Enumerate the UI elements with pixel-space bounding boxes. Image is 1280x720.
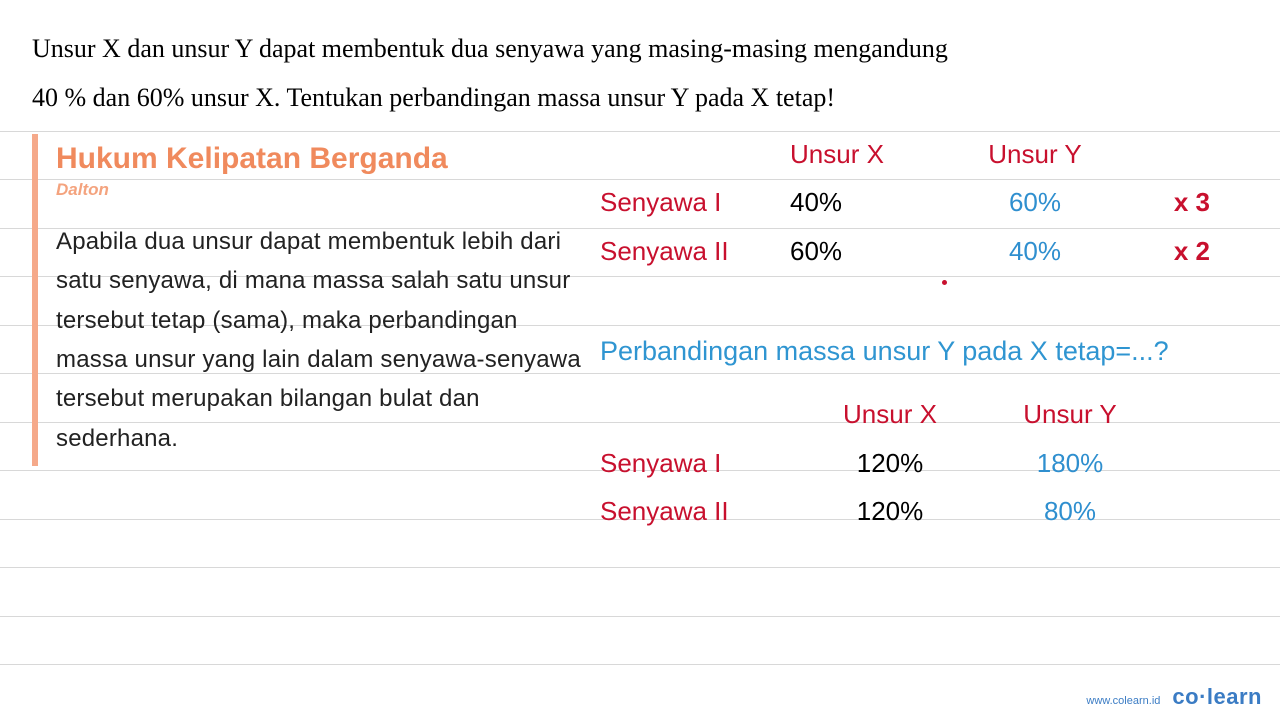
table1-r1-x: 40% [790,187,950,218]
table2-r2-y: 80% [980,496,1160,527]
table1-header: . Unsur X Unsur Y [600,130,1250,179]
table2-header: Unsur X Unsur Y [600,391,1250,440]
table1-r2-y: 40% [950,236,1120,267]
problem-line-2: 40 % dan 60% unsur X. Tentukan perbandin… [32,73,1248,122]
table1-head-y: Unsur Y [950,139,1120,170]
table2-r2-label: Senyawa II [600,496,800,527]
table1-row-1: Senyawa I 40% 60% x 3 [600,179,1250,228]
table1-r2-x: 60% [790,236,950,267]
calculation-area: . Unsur X Unsur Y Senyawa I 40% 60% x 3 … [600,130,1250,536]
table2-r1-y: 180% [980,448,1160,479]
table1-r2-label: Senyawa II [600,236,790,267]
law-subtitle: Dalton [56,180,592,200]
table2-row-2: Senyawa II 120% 80% [600,488,1250,537]
table1-row-2: Senyawa II 60% 40% x 2 [600,227,1250,276]
footer-url: www.colearn.id [1086,695,1160,707]
table2-head-y: Unsur Y [980,399,1160,430]
law-panel: Hukum Kelipatan Berganda Dalton Apabila … [32,134,592,466]
table1-r2-mult: x 2 [1120,236,1210,267]
table2: Unsur X Unsur Y Senyawa I 120% 180% Seny… [600,391,1250,537]
table1-r1-label: Senyawa I [600,187,790,218]
red-dot-marker [942,280,947,285]
table2-r2-x: 120% [800,496,980,527]
footer-logo: co·learn [1172,684,1262,710]
question-text: Perbandingan massa unsur Y pada X tetap=… [600,336,1250,367]
problem-line-1: Unsur X dan unsur Y dapat membentuk dua … [32,24,1248,73]
law-body: Apabila dua unsur dapat membentuk lebih … [56,222,592,458]
problem-statement: Unsur X dan unsur Y dapat membentuk dua … [0,0,1280,131]
table1-r1-mult: x 3 [1120,187,1210,218]
footer: www.colearn.id co·learn [1086,684,1262,710]
table1-head-x: Unsur X [790,139,950,170]
law-title: Hukum Kelipatan Berganda [56,142,592,176]
table1-r1-y: 60% [950,187,1120,218]
table2-r1-x: 120% [800,448,980,479]
table2-head-x: Unsur X [800,399,980,430]
table2-r1-label: Senyawa I [600,448,800,479]
table2-row-1: Senyawa I 120% 180% [600,439,1250,488]
